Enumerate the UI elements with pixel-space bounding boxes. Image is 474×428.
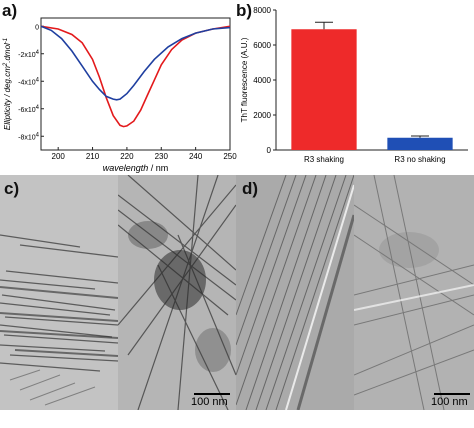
- y-tick-label: -4x104: [18, 77, 40, 86]
- y-tick-label: 4000: [253, 76, 271, 85]
- bar-1: [291, 29, 357, 150]
- x-tick-label: 210: [86, 152, 100, 161]
- y-tick-label: 8000: [253, 6, 271, 15]
- tem-image-c-right: [118, 175, 236, 410]
- x-tick-label: 230: [155, 152, 169, 161]
- plot-frame: [40, 17, 231, 151]
- series-line-2: [40, 25, 231, 101]
- scale-bar-c-label: 100 nm: [191, 396, 228, 408]
- tem-micrograph: [354, 175, 474, 410]
- tem-micrograph: [118, 175, 236, 410]
- x-tick-label: 250: [223, 152, 237, 161]
- category-label: R3 no shaking: [394, 155, 445, 164]
- tem-micrograph: [0, 175, 118, 410]
- tem-image-c-left: [0, 175, 118, 410]
- y-tick-label: -6x104: [18, 105, 40, 114]
- category-label: R3 shaking: [304, 155, 344, 164]
- y-tick-label: -8x104: [18, 132, 40, 141]
- cd-spectrum-chart: 200 210 220 230 240 250 0 -2x104 -4x104 -6x104 -8x…: [3, 17, 237, 173]
- scale-bar-d: [434, 393, 470, 395]
- y-tick-label: 6000: [253, 41, 271, 50]
- y-tick-label: 0: [267, 146, 272, 155]
- scale-bar-d-label: 100 nm: [431, 396, 468, 408]
- x-tick-label: 240: [189, 152, 203, 161]
- panel-d-label: d): [242, 179, 259, 198]
- y-tick-label: 0: [35, 24, 39, 31]
- y-tick-label: -2x104: [18, 50, 40, 59]
- tem-image-d-right: [354, 175, 474, 410]
- panel-a-label: a): [2, 1, 18, 20]
- y-axis-label: ThT fluorescence (A.U.): [240, 37, 249, 122]
- panel-b-label: b): [236, 1, 253, 20]
- bar-2: [387, 137, 453, 150]
- x-axis-label: wavelength / nm: [103, 163, 169, 173]
- x-tick-label: 220: [120, 152, 134, 161]
- y-tick-label: 2000: [253, 111, 271, 120]
- series-line-1: [40, 25, 231, 128]
- tem-micrograph: [236, 175, 354, 410]
- tht-fluorescence-chart: 0 2000 4000 6000 8000 R3 shaking R3 no shaking…: [240, 6, 468, 164]
- y-axis-label: Ellipticity / deg.cm2.dmol-1: [3, 38, 12, 130]
- tem-image-d-left: [236, 175, 354, 410]
- scale-bar-c: [194, 393, 230, 395]
- panel-c-label: c): [4, 179, 20, 198]
- x-tick-label: 200: [52, 152, 66, 161]
